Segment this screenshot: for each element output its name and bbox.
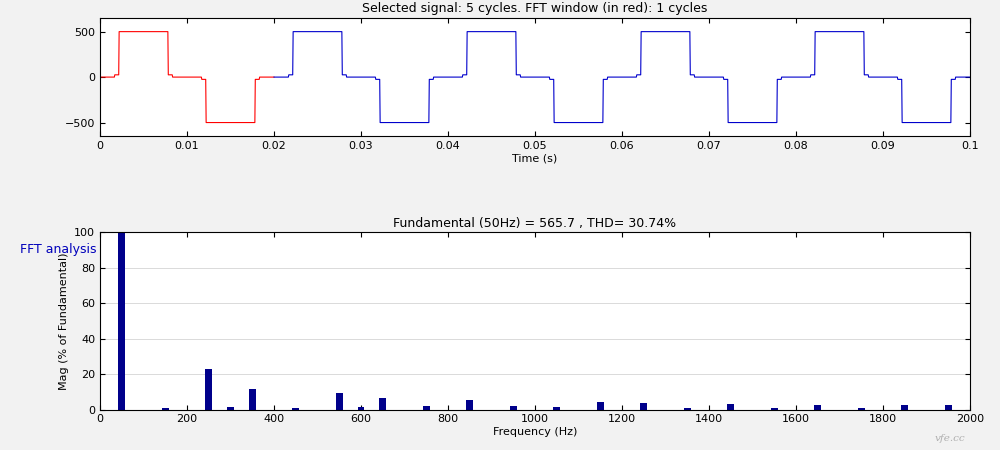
Bar [358, 407, 364, 410]
Bar [510, 406, 517, 410]
Bar [466, 400, 473, 410]
Title: Selected signal: 5 cycles. FFT window (in red): 1 cycles: Selected signal: 5 cycles. FFT window (i… [362, 2, 708, 15]
Title: Fundamental (50Hz) = 565.7 , THD= 30.74%: Fundamental (50Hz) = 565.7 , THD= 30.74% [393, 216, 677, 230]
Text: vfe.cc: vfe.cc [934, 434, 965, 443]
Bar [640, 403, 647, 410]
Bar [292, 408, 299, 410]
Bar [162, 408, 169, 410]
Bar [945, 405, 952, 410]
Bar [597, 402, 604, 410]
Bar [553, 407, 560, 410]
X-axis label: Time (s): Time (s) [512, 154, 558, 164]
Y-axis label: Mag (% of Fundamental): Mag (% of Fundamental) [59, 252, 69, 390]
Bar [118, 232, 125, 410]
Bar [336, 393, 343, 410]
Bar [684, 408, 691, 410]
Bar [379, 398, 386, 410]
Bar [771, 408, 778, 410]
Bar [249, 389, 256, 410]
Bar [727, 404, 734, 410]
Bar [423, 406, 430, 410]
Bar [814, 405, 821, 410]
Text: FFT analysis: FFT analysis [20, 243, 96, 256]
Bar [227, 407, 234, 410]
X-axis label: Frequency (Hz): Frequency (Hz) [493, 427, 577, 437]
Bar [901, 405, 908, 410]
Bar [858, 408, 865, 410]
Bar [205, 369, 212, 410]
